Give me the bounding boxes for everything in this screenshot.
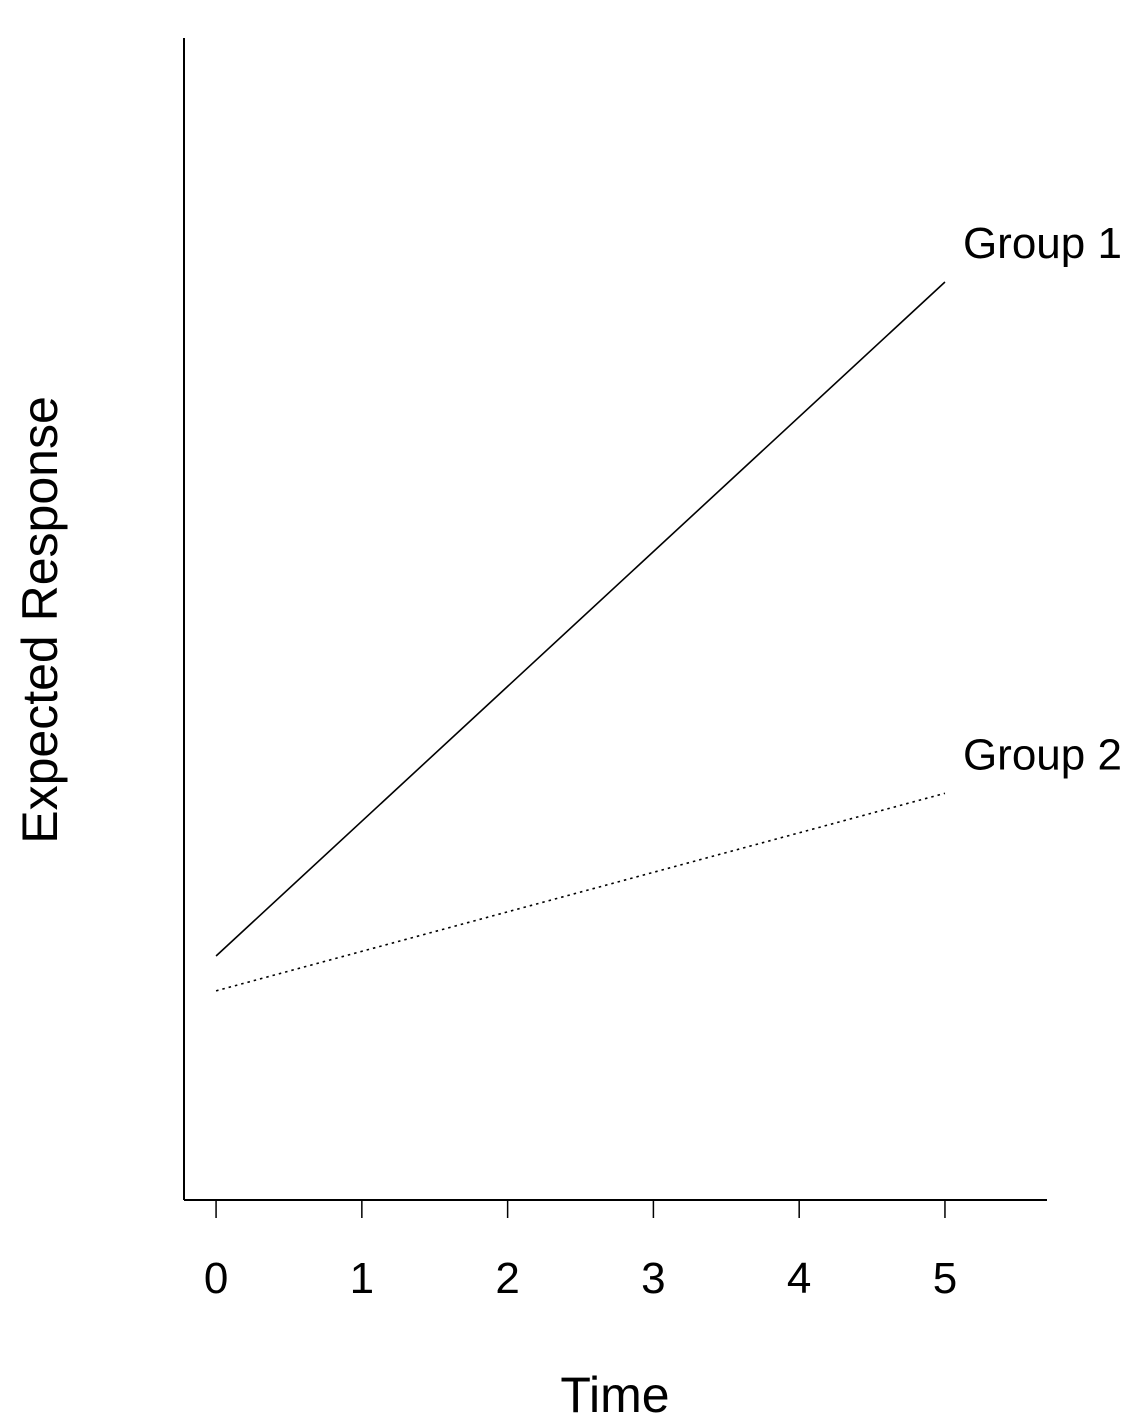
x-tick-label-0: 0: [204, 1254, 228, 1303]
series-label-2: Group 2: [963, 730, 1122, 779]
x-tick-label-4: 4: [787, 1254, 811, 1303]
x-tick-label-3: 3: [641, 1254, 665, 1303]
x-tick-label-1: 1: [350, 1254, 374, 1303]
x-tick-label-2: 2: [495, 1254, 519, 1303]
y-axis-title: Expected Response: [12, 396, 68, 844]
x-axis-title: Time: [560, 1367, 669, 1423]
series-lines: Group 1 Group 2: [215, 219, 1122, 992]
x-tick-label-5: 5: [933, 1254, 957, 1303]
series-label-1: Group 1: [963, 219, 1122, 268]
series-line-2: [215, 792, 946, 992]
x-ticks: 0 1 2 3 4 5: [204, 1200, 957, 1303]
series-line-1: [215, 281, 946, 957]
